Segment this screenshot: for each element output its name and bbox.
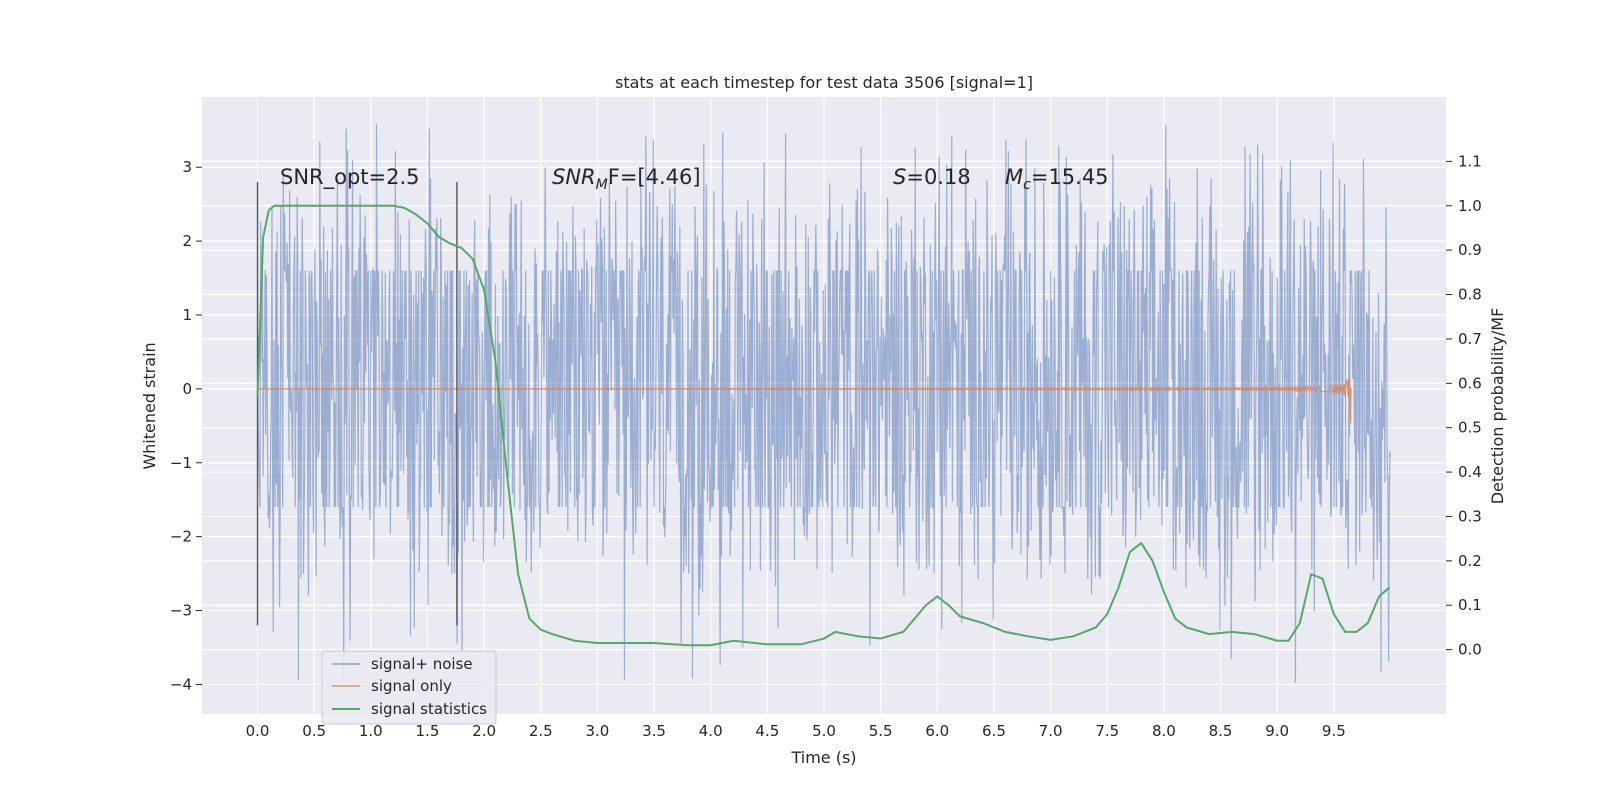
y2-tick-label: 0.0 [1458,641,1482,659]
annotation-s: S=0.18 [893,165,971,189]
y-tick-label: 1 [182,306,192,324]
y-tick-label: 2 [182,232,192,250]
y2-tick-label: 1.0 [1458,197,1482,215]
y2-ticks: 1.1 1.0 0.9 0.8 0.7 0.6 0.5 0.4 0.3 0.2 0.1 0.0 [1446,152,1482,659]
y2-tick-label: 0.7 [1458,330,1482,348]
y-tick-label: 3 [182,158,192,176]
x-tick-label: 2.0 [472,722,496,740]
y-axis-label: Whitened strain [140,342,159,469]
legend-label-signal-only: signal only [371,677,452,695]
x-tick-label: 1.0 [359,722,383,740]
y-ticks: 3 2 1 0 −1 −2 −3 −4 [170,158,202,693]
x-tick-label: 7.5 [1095,722,1119,740]
legend: signal+ noise signal only signal statist… [321,650,497,725]
x-tick-label: 7.0 [1039,722,1063,740]
y2-tick-label: 0.2 [1458,552,1482,570]
x-tick-label: 9.5 [1322,722,1346,740]
y-tick-label: −4 [170,675,192,693]
legend-label-signal-noise: signal+ noise [371,655,473,673]
series-signal-only [257,378,1352,424]
y2-tick-label: 0.4 [1458,463,1482,481]
x-tick-label: 0.5 [302,722,326,740]
y2-axis-label: Detection probability/MF [1488,308,1507,505]
x-tick-label: 8.0 [1152,722,1176,740]
annotation-snr-opt: SNR_opt=2.5 [280,165,420,190]
series-signal-statistics [256,204,1391,647]
vertical-markers [256,181,458,626]
y-tick-label: 0 [182,380,192,398]
y2-tick-label: 0.6 [1458,374,1482,392]
y-tick-label: −3 [170,602,192,620]
x-tick-label: 9.0 [1265,722,1289,740]
y2-tick-label: 0.3 [1458,507,1482,525]
x-tick-label: 5.0 [812,722,836,740]
legend-label-signal-statistics: signal statistics [371,700,487,718]
chart-title: stats at each timestep for test data 350… [615,73,1033,92]
x-tick-label: 2.5 [529,722,553,740]
series-signal-noise [256,123,1392,683]
x-tick-label: 4.5 [755,722,779,740]
x-tick-label: 3.5 [642,722,666,740]
x-tick-label: 6.5 [982,722,1006,740]
y2-tick-label: 0.1 [1458,596,1482,614]
x-tick-label: 3.0 [585,722,609,740]
x-ticks: 0.0 0.5 1.0 1.5 2.0 2.5 3.0 3.5 4.0 4.5 5.0 5.5 6.0 6… [246,722,1346,740]
y2-tick-label: 0.8 [1458,286,1482,304]
y2-tick-label: 1.1 [1458,152,1482,170]
y2-tick-label: 0.5 [1458,419,1482,437]
x-axis-label: Time (s) [790,748,856,767]
y-tick-label: −1 [170,454,192,472]
legend-box [321,650,497,725]
x-tick-label: 5.5 [869,722,893,740]
x-tick-label: 8.5 [1209,722,1233,740]
y2-tick-label: 0.9 [1458,241,1482,259]
y-tick-label: −2 [170,528,192,546]
annotation-snr-mf: SNRMF=[4.46] [552,165,701,193]
x-tick-label: 1.5 [416,722,440,740]
annotation-mc: Mc=15.45 [1005,165,1109,193]
x-tick-label: 4.0 [699,722,723,740]
x-tick-label: 6.0 [925,722,949,740]
x-tick-label: 0.0 [246,722,270,740]
